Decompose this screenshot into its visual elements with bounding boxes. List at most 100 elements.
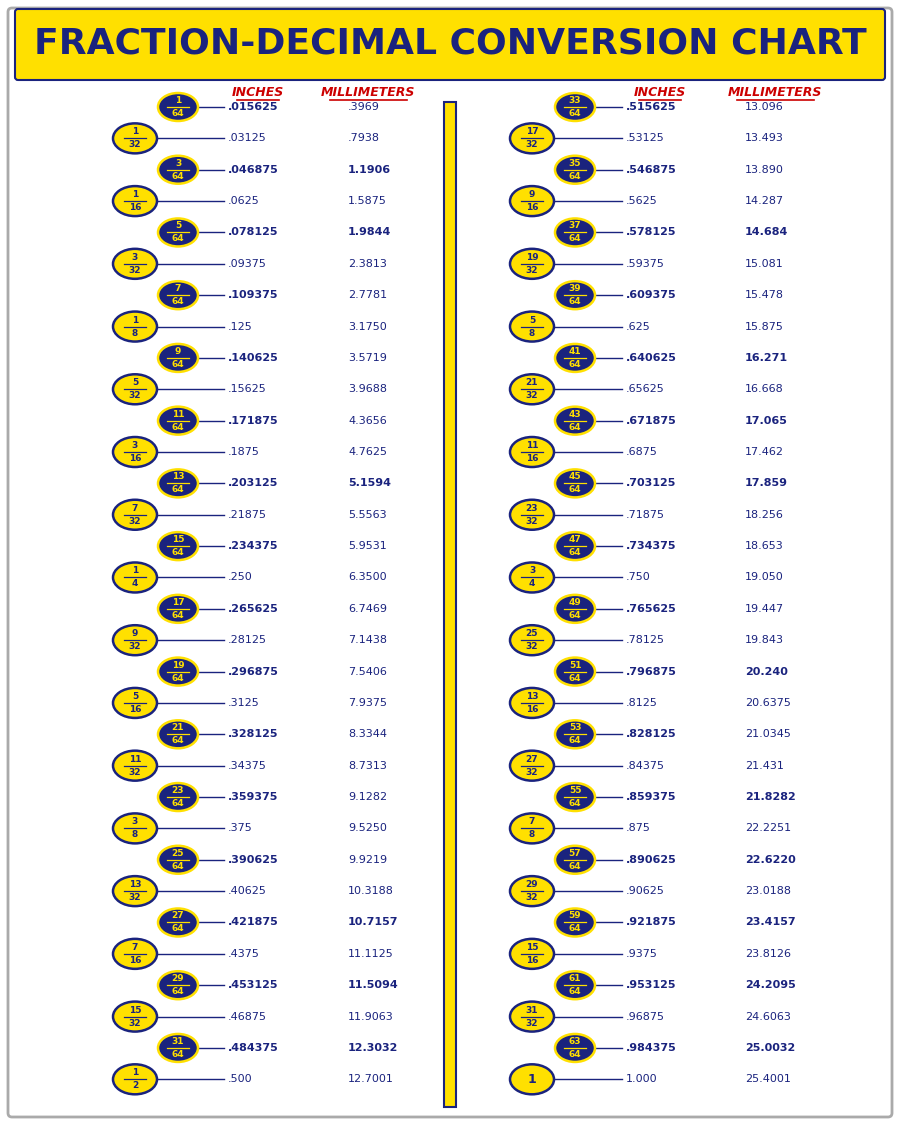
Ellipse shape [555,344,595,372]
Text: 7.5406: 7.5406 [348,667,387,676]
Text: .6875: .6875 [626,447,658,457]
Text: 3: 3 [132,441,138,450]
Text: .640625: .640625 [626,353,677,363]
Text: 64: 64 [569,548,581,557]
Text: 10.7157: 10.7157 [348,918,399,927]
Text: 64: 64 [172,423,184,432]
Text: 37: 37 [569,222,581,231]
Text: .750: .750 [626,573,651,583]
Text: .3125: .3125 [228,698,260,708]
Text: 23.4157: 23.4157 [745,918,796,927]
Text: 35: 35 [569,159,581,168]
Text: 4.7625: 4.7625 [348,447,387,457]
Text: 8: 8 [529,328,535,338]
Text: .90625: .90625 [626,886,665,897]
Ellipse shape [113,375,157,404]
Text: 32: 32 [526,516,538,525]
Text: .109375: .109375 [228,290,278,300]
Text: .609375: .609375 [626,290,677,300]
Text: 19.050: 19.050 [745,573,784,583]
Text: .375: .375 [228,824,253,834]
Text: 1.000: 1.000 [626,1074,658,1084]
Text: 19: 19 [172,660,184,669]
Text: 29: 29 [172,974,184,983]
Ellipse shape [510,124,554,153]
Text: 39: 39 [569,285,581,294]
Text: 3: 3 [175,159,181,168]
Text: 12.3032: 12.3032 [348,1043,399,1053]
Text: 64: 64 [172,172,184,181]
Text: 14.684: 14.684 [745,227,788,237]
Ellipse shape [158,93,198,122]
Text: .71875: .71875 [626,510,665,520]
Text: 32: 32 [526,1018,538,1027]
Text: 64: 64 [569,988,581,997]
Text: 15.875: 15.875 [745,322,784,332]
Text: 59: 59 [569,911,581,920]
Ellipse shape [158,406,198,434]
Text: 13.493: 13.493 [745,134,784,143]
Text: 64: 64 [569,862,581,871]
Text: .734375: .734375 [626,541,677,551]
Text: 29: 29 [526,880,538,889]
Text: .859375: .859375 [626,792,677,802]
Text: .796875: .796875 [626,667,677,676]
Ellipse shape [158,344,198,372]
Text: .0625: .0625 [228,196,260,206]
Text: .515625: .515625 [626,102,677,113]
Text: 2: 2 [132,1081,138,1090]
Text: 41: 41 [569,346,581,356]
Ellipse shape [555,532,595,560]
Text: 64: 64 [569,925,581,934]
Ellipse shape [555,218,595,246]
Text: 32: 32 [129,1018,141,1027]
Text: .125: .125 [228,322,253,332]
Text: .46875: .46875 [228,1011,267,1022]
Text: 17: 17 [526,127,538,136]
Text: .203125: .203125 [228,478,278,488]
Text: 64: 64 [172,297,184,306]
Ellipse shape [158,469,198,497]
Text: 64: 64 [172,109,184,118]
Text: .953125: .953125 [626,980,677,990]
Text: 5: 5 [529,315,535,324]
Ellipse shape [555,658,595,685]
Text: 32: 32 [526,642,538,651]
Text: 19.447: 19.447 [745,604,784,614]
Text: .265625: .265625 [228,604,279,614]
Text: 32: 32 [526,893,538,902]
Text: 1.9844: 1.9844 [348,227,392,237]
Text: 25.0032: 25.0032 [745,1043,796,1053]
Text: .250: .250 [228,573,253,583]
Text: 15: 15 [172,536,184,544]
Ellipse shape [158,846,198,874]
Text: 23: 23 [526,504,538,513]
Text: 15.081: 15.081 [745,259,784,269]
Text: .15625: .15625 [228,385,266,394]
Text: 1: 1 [132,190,138,199]
Text: 3.5719: 3.5719 [348,353,387,363]
Text: 64: 64 [569,297,581,306]
Text: 18.256: 18.256 [745,510,784,520]
Text: 4: 4 [131,579,139,588]
Text: .078125: .078125 [228,227,278,237]
Text: .171875: .171875 [228,415,279,425]
Text: 1: 1 [527,1073,536,1086]
Text: .5625: .5625 [626,196,658,206]
Text: .890625: .890625 [626,855,677,865]
Ellipse shape [555,720,595,748]
Text: 64: 64 [569,1050,581,1059]
Ellipse shape [510,1001,554,1032]
Ellipse shape [113,312,157,342]
Text: 12.7001: 12.7001 [348,1074,394,1084]
Text: .234375: .234375 [228,541,278,551]
Text: .421875: .421875 [228,918,279,927]
Ellipse shape [113,813,157,844]
Text: 8: 8 [132,328,138,338]
Text: .34375: .34375 [228,760,267,771]
Ellipse shape [113,186,157,216]
Text: 64: 64 [569,172,581,181]
Text: .671875: .671875 [626,415,677,425]
Text: 23: 23 [172,786,184,795]
Text: 16: 16 [526,455,538,464]
